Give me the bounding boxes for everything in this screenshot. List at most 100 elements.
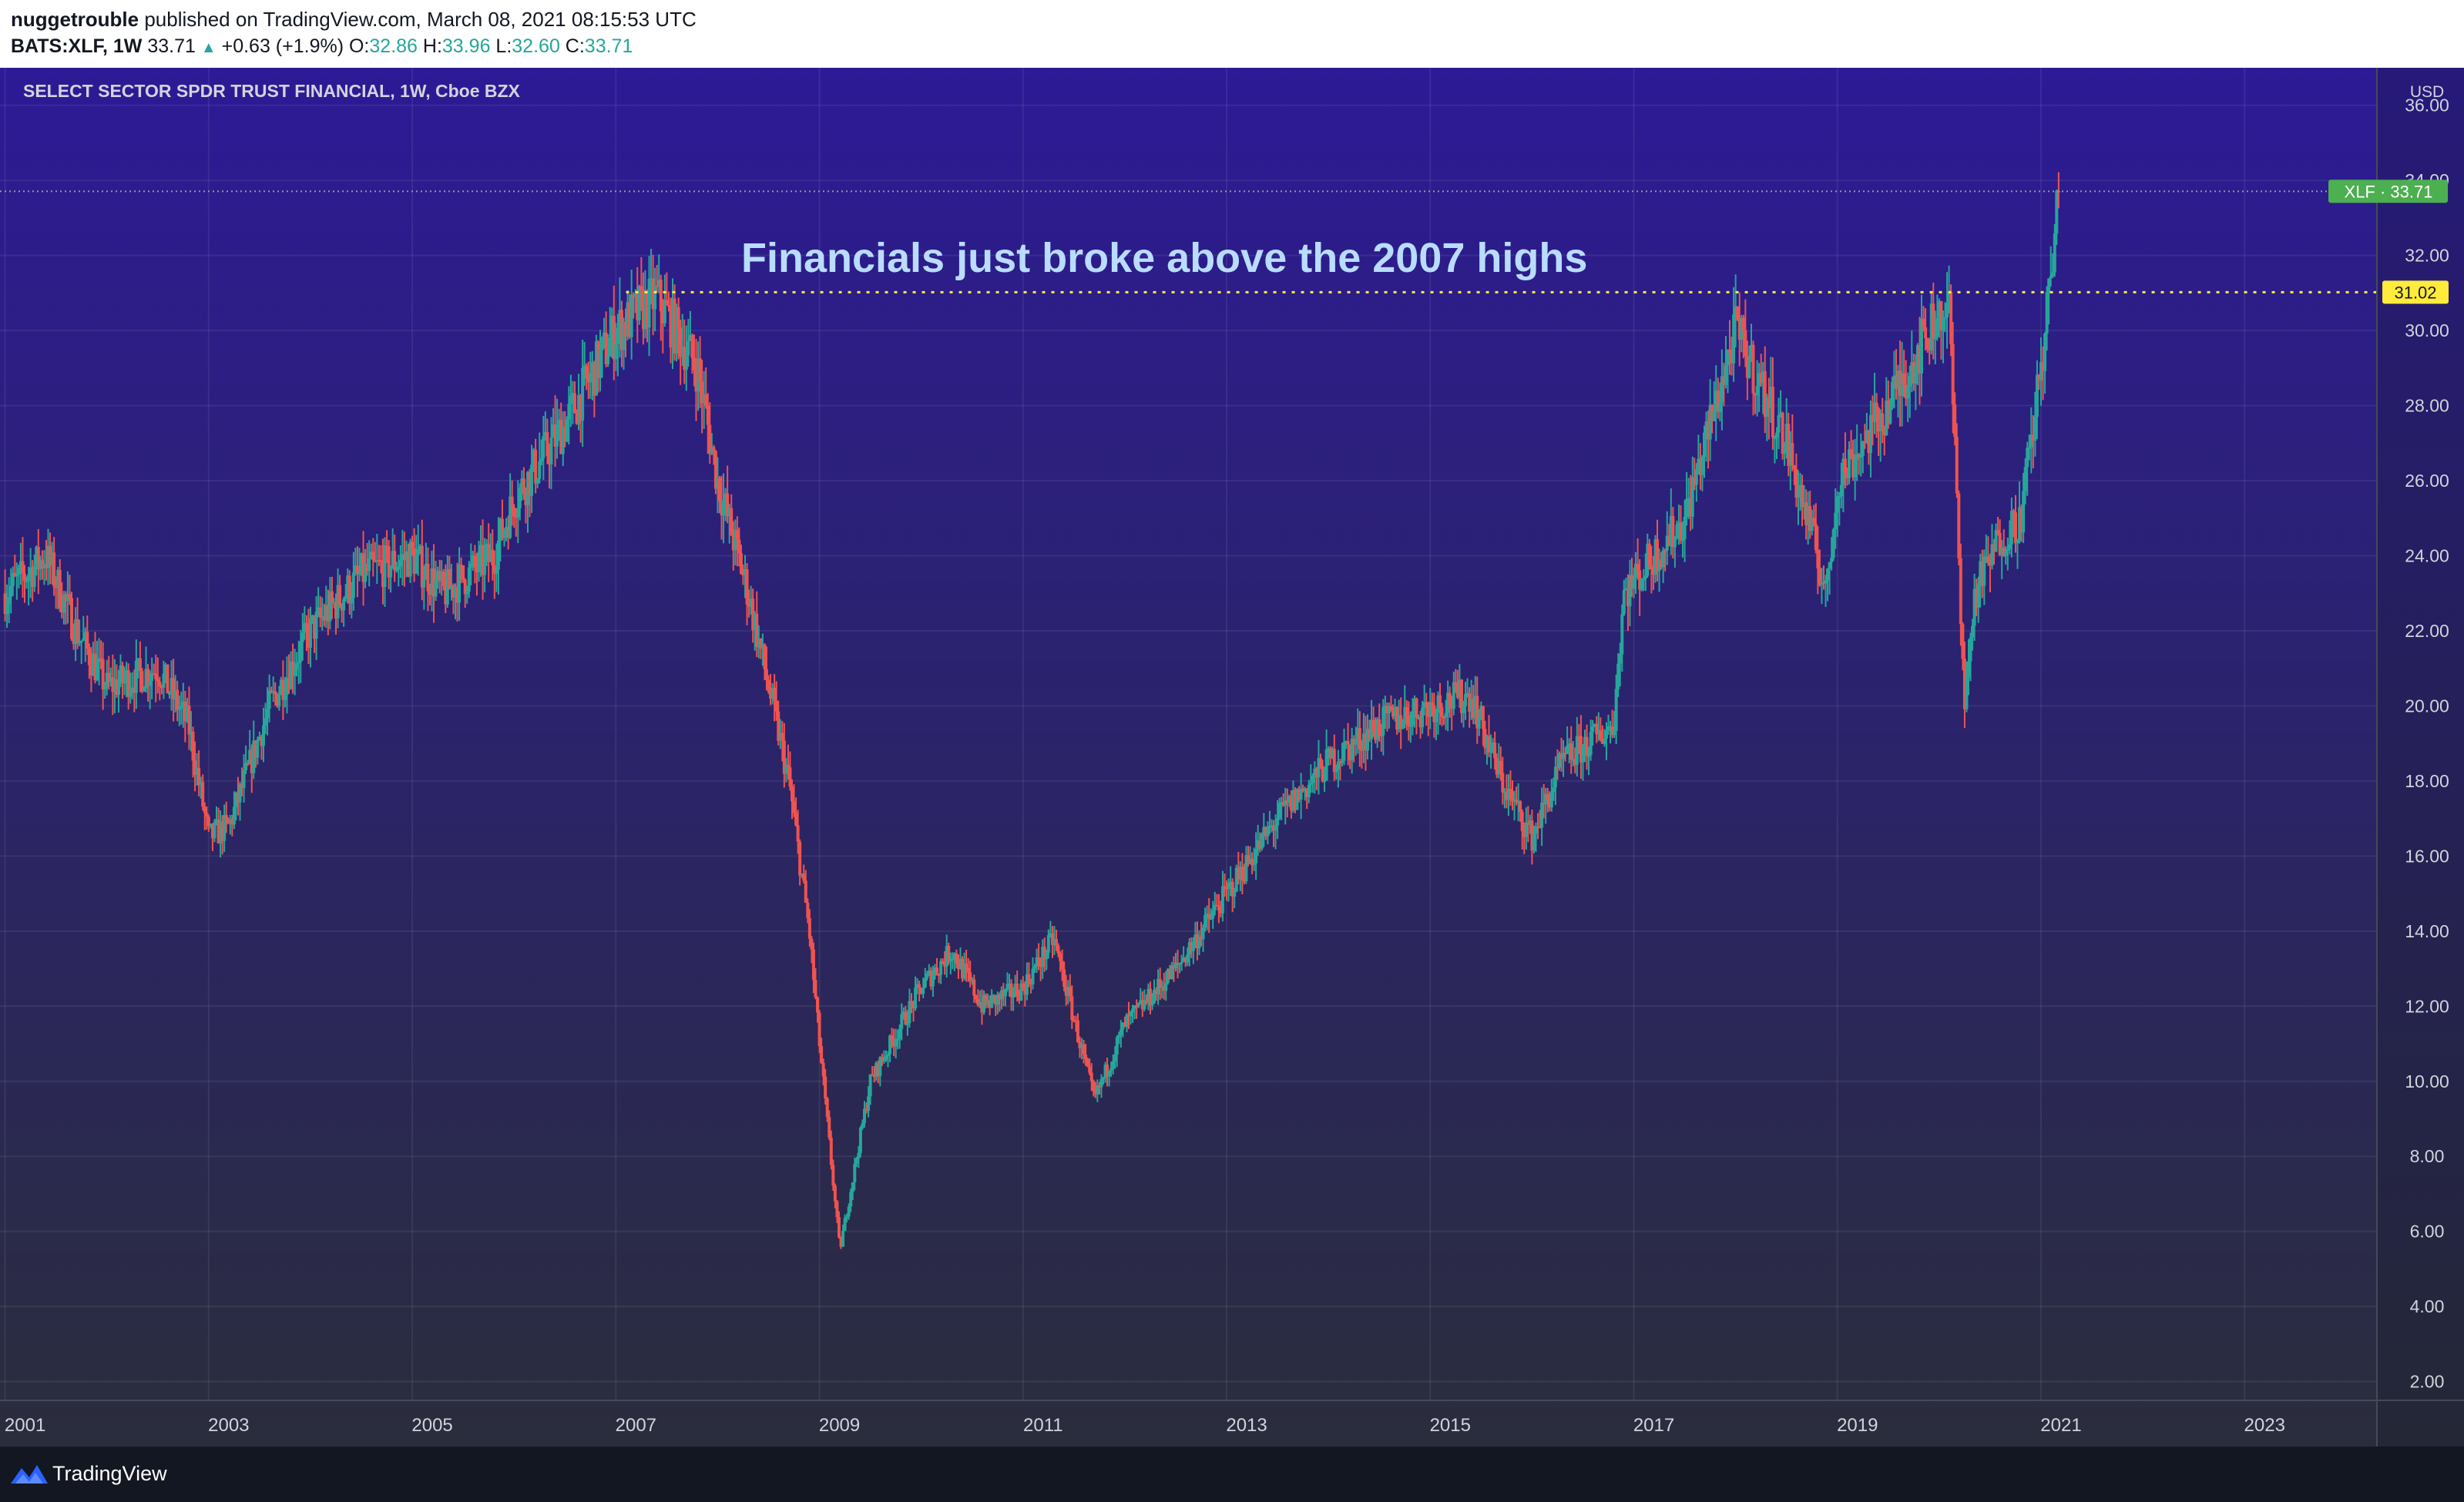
tradingview-logo-icon[interactable] <box>9 1460 49 1488</box>
time-tick-label: 2013 <box>1226 1415 1267 1436</box>
candle-body <box>633 293 637 298</box>
candle-body <box>257 736 261 740</box>
candle-body <box>712 447 716 451</box>
candle-body <box>1009 983 1013 997</box>
candle-body <box>181 701 185 706</box>
candle-body <box>369 552 373 558</box>
candle-body <box>1697 458 1700 470</box>
candle-body <box>1344 741 1348 743</box>
candle-body <box>1972 588 1976 626</box>
candle-body <box>1820 582 1824 585</box>
candle-body <box>1455 686 1459 698</box>
level-badge-box <box>2382 280 2449 304</box>
price-chart[interactable]: SELECT SECTOR SPDR TRUST FINANCIAL, 1W, … <box>0 68 2464 1447</box>
price-tick-label: 2.00 <box>2410 1372 2445 1392</box>
candle-body <box>2008 544 2012 549</box>
candle-body <box>1881 413 1885 428</box>
candle-body <box>232 806 236 825</box>
candle-body <box>831 1165 835 1186</box>
candle-body <box>1385 706 1389 714</box>
candle-body <box>1563 753 1567 755</box>
candle-body <box>1399 715 1403 729</box>
annotation-text[interactable]: Financials just broke above the 2007 hig… <box>741 235 1587 281</box>
candle-body <box>1256 840 1260 850</box>
candle-body <box>49 545 52 566</box>
candle-body <box>129 689 133 697</box>
candle-body <box>1107 1071 1111 1077</box>
candle-body <box>224 814 228 820</box>
candle-body <box>2006 548 2009 551</box>
candle-body <box>747 604 751 607</box>
candle-body <box>1583 736 1587 745</box>
tradingview-brand[interactable]: TradingView <box>52 1462 167 1485</box>
author-name[interactable]: nuggetrouble <box>11 8 139 31</box>
candle-body <box>520 478 524 488</box>
candle-body <box>1042 947 1046 960</box>
candle-body <box>666 305 670 307</box>
candle-body <box>1802 502 1806 508</box>
candle-body <box>1364 733 1368 751</box>
candle-body <box>1510 791 1514 802</box>
candle-body <box>1350 738 1354 761</box>
candle-body <box>1354 739 1358 745</box>
candle-body <box>1289 796 1293 811</box>
candle-body <box>1581 744 1585 763</box>
candle-body <box>1599 730 1603 740</box>
candle-body <box>1732 314 1736 364</box>
candle-body <box>1855 454 1859 460</box>
price-tick-label: 12.00 <box>2405 996 2449 1016</box>
candle-body <box>1557 753 1561 768</box>
candle-body <box>1417 716 1421 719</box>
candle-body <box>371 552 375 561</box>
candle-body <box>430 568 434 595</box>
up-triangle-icon: ▲ <box>200 39 217 56</box>
candle-body <box>193 760 197 775</box>
candle-body <box>557 420 561 424</box>
candle-body <box>735 529 739 540</box>
candle-body <box>1332 749 1336 773</box>
candle-body <box>680 347 684 357</box>
candle-body <box>629 294 633 337</box>
candle-body <box>115 679 119 695</box>
candle-body <box>463 579 467 595</box>
candle-body <box>1593 723 1596 727</box>
candle-body <box>65 594 69 602</box>
candle-body <box>2029 434 2033 448</box>
candle-body <box>1358 728 1361 749</box>
candle-body <box>1146 988 1150 1003</box>
candle-body <box>1573 759 1577 765</box>
candle-body <box>878 1057 882 1076</box>
candle-body <box>692 357 696 370</box>
candle-body <box>874 1062 878 1078</box>
candle-body <box>1552 787 1556 793</box>
candle-body <box>1193 934 1197 942</box>
price-tick-label: 24.00 <box>2405 546 2449 566</box>
candle-body <box>326 605 330 622</box>
candle-body <box>465 591 469 595</box>
candle-body <box>1610 726 1614 736</box>
candle-body <box>1616 663 1620 689</box>
candle-body <box>896 1038 900 1041</box>
candle-body <box>420 545 424 588</box>
candle-body <box>1135 1005 1139 1007</box>
candle-body <box>89 665 93 676</box>
candle-body <box>9 585 13 597</box>
candle-body <box>514 516 518 518</box>
currency-label: USD <box>2410 83 2444 101</box>
candle-body <box>1299 789 1303 800</box>
candle-body <box>1831 529 1835 558</box>
candle-body <box>1965 677 1969 709</box>
candle-body <box>1303 788 1307 791</box>
candle-body <box>1767 397 1771 409</box>
candle-body <box>1871 414 1875 422</box>
candle-body <box>1045 952 1049 960</box>
candle-body <box>647 278 651 328</box>
candle-body <box>340 604 344 611</box>
candle-body <box>1877 408 1881 431</box>
candle-body <box>291 661 295 676</box>
candle-body <box>1845 474 1849 478</box>
candle-body <box>422 579 426 588</box>
candle-body <box>1499 760 1502 773</box>
candle-body <box>144 669 148 689</box>
candle-body <box>1689 498 1693 517</box>
